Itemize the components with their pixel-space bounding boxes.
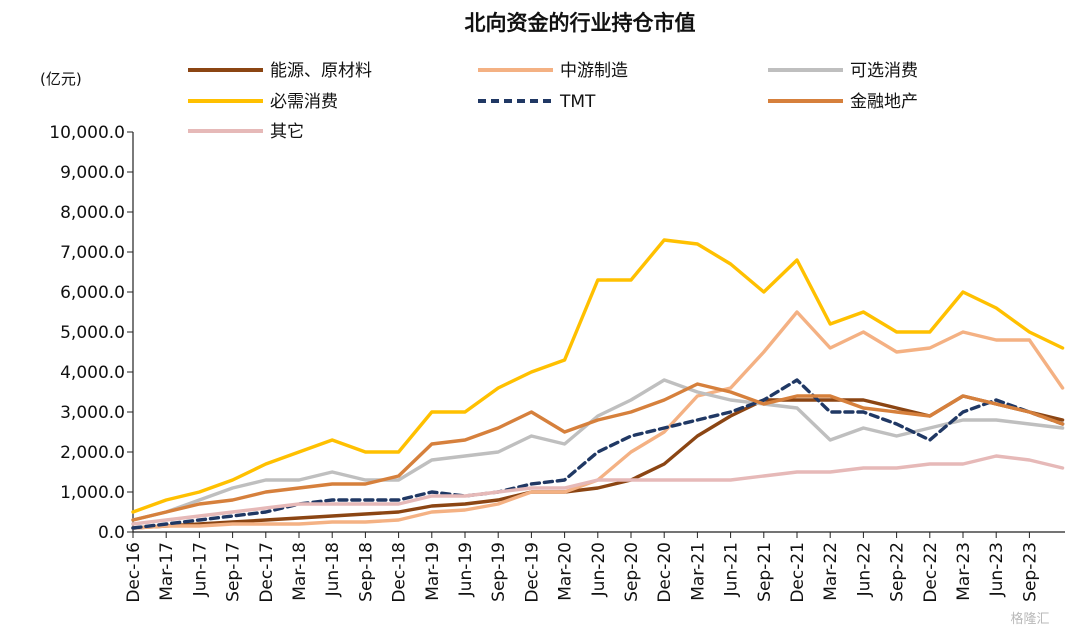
legend-label: 中游制造 — [560, 61, 628, 81]
legend-label: TMT — [559, 92, 596, 112]
y-tick-label: 2,000.0 — [60, 443, 125, 463]
y-tick-label: 10,000.0 — [49, 123, 125, 143]
x-tick-label: Mar-22 — [821, 542, 841, 601]
chart-title: 北向资金的行业持仓市值 — [465, 11, 696, 35]
x-tick-label: Sep-18 — [356, 542, 376, 602]
y-tick-label: 8,000.0 — [60, 203, 125, 223]
x-tick-label: Mar-18 — [290, 542, 310, 601]
x-tick-label: Mar-19 — [423, 542, 443, 601]
x-tick-label: Dec-17 — [257, 542, 277, 603]
x-tick-label: Dec-21 — [788, 542, 808, 603]
x-tick-label: Mar-23 — [954, 542, 974, 601]
y-axis-unit: (亿元) — [40, 70, 82, 88]
x-tick-label: Jun-20 — [589, 542, 609, 597]
x-tick-label: Jun-17 — [190, 542, 210, 597]
x-tick-label: Sep-23 — [1020, 542, 1040, 602]
x-tick-label: Sep-19 — [489, 542, 509, 602]
legend-label: 必需消费 — [270, 92, 338, 112]
series-line-0 — [131, 394, 1065, 530]
legend-label: 可选消费 — [850, 61, 918, 81]
series-line-3 — [131, 238, 1065, 514]
x-tick-label: Sep-17 — [224, 542, 244, 602]
y-tick-label: 9,000.0 — [60, 163, 125, 183]
x-tick-label: Mar-21 — [688, 542, 708, 601]
y-tick-label: 1,000.0 — [60, 483, 125, 503]
y-tick-label: 7,000.0 — [60, 243, 125, 263]
x-tick-label: Dec-22 — [921, 542, 941, 603]
plot-lines — [131, 238, 1065, 530]
legend-label: 金融地产 — [850, 92, 918, 112]
y-tick-label: 4,000.0 — [60, 363, 125, 383]
x-tick-label: Jun-19 — [456, 542, 476, 597]
x-tick-label: Sep-22 — [888, 542, 908, 602]
y-tick-label: 5,000.0 — [60, 323, 125, 343]
x-tick-label: Jun-22 — [854, 542, 874, 597]
x-tick-label: Jun-18 — [323, 542, 343, 597]
legend-label: 能源、原材料 — [270, 61, 372, 81]
x-tick-label: Mar-17 — [157, 542, 177, 601]
watermark-text: 格隆汇 — [1010, 611, 1049, 627]
y-tick-label: 6,000.0 — [60, 283, 125, 303]
x-tick-label: Dec-16 — [124, 542, 144, 603]
series-line-6 — [131, 454, 1065, 526]
x-tick-label: Mar-20 — [556, 542, 576, 601]
x-tick-label: Dec-18 — [390, 542, 410, 603]
x-tick-label: Jun-21 — [722, 542, 742, 597]
legend-label: 其它 — [270, 122, 304, 142]
x-tick-label: Jun-23 — [987, 542, 1007, 597]
x-tick-label: Sep-20 — [622, 542, 642, 602]
y-tick-label: 0.0 — [98, 523, 125, 543]
axes: 0.0 1,000.0 2,000.0 3,000.0 4,000.0 5,000.0 6,… — [49, 123, 1065, 603]
x-tick-label: Dec-19 — [522, 542, 542, 603]
x-tick-label: Dec-20 — [655, 542, 675, 603]
x-tick-label: Sep-21 — [755, 542, 775, 602]
series-line-5 — [131, 382, 1065, 522]
series-line-2 — [131, 378, 1065, 522]
y-tick-label: 3,000.0 — [60, 403, 125, 423]
